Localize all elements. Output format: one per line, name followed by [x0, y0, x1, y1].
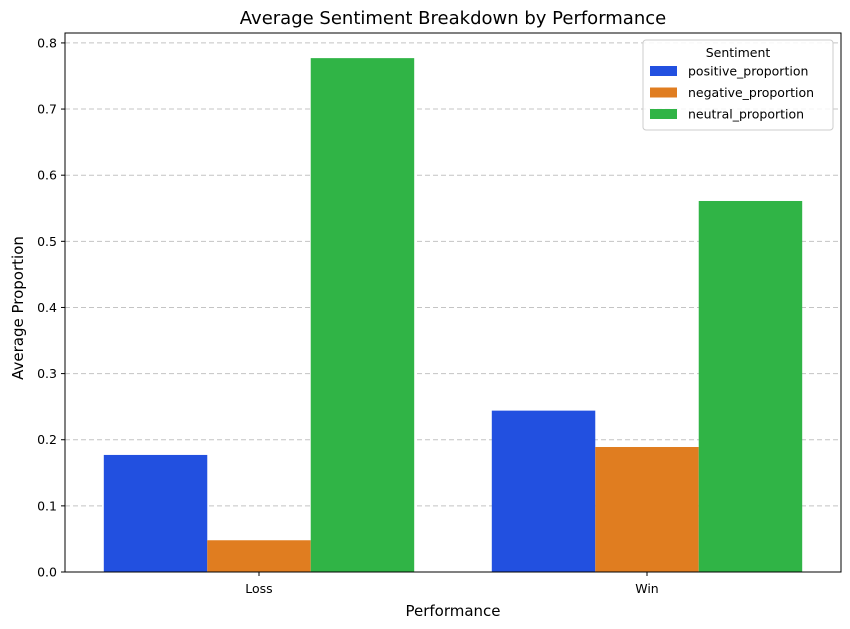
- y-tick-label: 0.1: [37, 498, 57, 513]
- bar-neutral-proportion-loss: [310, 58, 415, 572]
- y-axis-ticks: 0.0 0.1 0.2 0.3 0.4 0.5 0.6 0.7 0.8: [37, 35, 65, 580]
- bars: [103, 58, 803, 572]
- bar-positive-proportion-loss: [103, 454, 208, 572]
- y-tick-label: 0.2: [37, 432, 57, 447]
- bar-neutral-proportion-win: [698, 200, 803, 572]
- legend-swatch-negative-proportion: [650, 87, 677, 98]
- x-axis-label: Performance: [405, 602, 500, 620]
- legend-box: [642, 39, 834, 131]
- y-axis-label: Average Proportion: [9, 236, 27, 380]
- legend-label-neutral-proportion: neutral_proportion: [688, 107, 804, 122]
- legend-swatch-positive-proportion: [650, 66, 677, 76]
- y-tick-label: 0.4: [37, 300, 57, 315]
- x-axis-ticks: Loss Win: [245, 572, 659, 596]
- bar-negative-proportion-win: [595, 447, 699, 572]
- legend-label-positive-proportion: positive_proportion: [688, 64, 808, 79]
- x-tick-label: Win: [635, 581, 658, 596]
- y-tick-label: 0.6: [37, 168, 57, 183]
- y-tick-label: 0.8: [37, 35, 57, 50]
- chart-title: Average Sentiment Breakdown by Performan…: [240, 8, 666, 29]
- x-tick-label: Loss: [245, 581, 272, 596]
- plot-area-frame: [64, 32, 842, 573]
- y-tick-label: 0.5: [37, 234, 57, 249]
- legend-title: Sentiment: [706, 45, 771, 60]
- legend-items: positive_proportion negative_proportionne…: [650, 64, 814, 122]
- bar-negative-proportion-loss: [207, 540, 311, 572]
- y-tick-label: 0.3: [37, 366, 57, 381]
- legend-label-negative-proportion: negative_proportion: [688, 85, 814, 100]
- bar-positive-proportion-win: [491, 410, 596, 572]
- y-tick-label: 0.7: [37, 102, 57, 117]
- legend-swatch-neutral-proportion: [650, 109, 677, 119]
- y-tick-label: 0.0: [37, 565, 57, 580]
- legend: Sentiment positive_proportion negative_pr…: [642, 39, 834, 131]
